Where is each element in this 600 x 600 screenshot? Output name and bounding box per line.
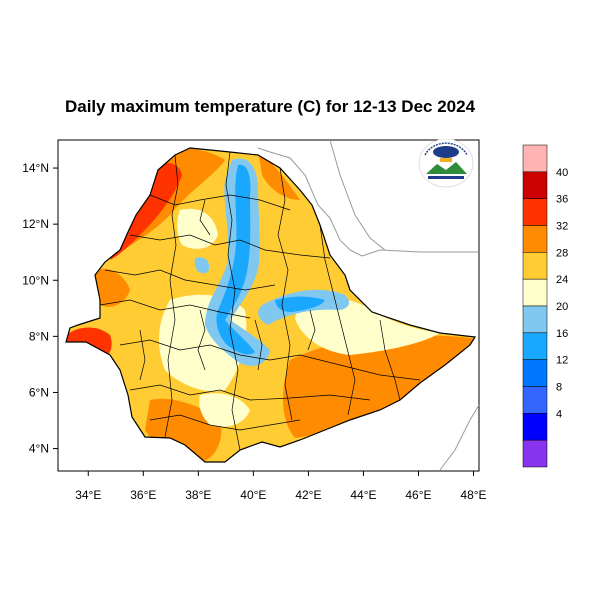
colorbar-swatch — [522, 252, 548, 280]
meteorology-logo — [418, 138, 474, 188]
field-rift-blue — [275, 296, 325, 312]
lat-tick-label: 10°N — [22, 273, 49, 287]
map-title: Daily maximum temperature (C) for 12-13 … — [64, 97, 476, 116]
field-west-orange — [95, 268, 130, 307]
logo-caption-bar — [428, 176, 464, 179]
lat-axis-labels: 14°N 12°N 10°N 8°N 6°N 4°N — [22, 161, 49, 456]
lon-axis-labels: 34°E 36°E 38°E 40°E 42°E 44°E 46°E 48°E — [75, 488, 486, 502]
colorbar-swatch — [522, 171, 548, 199]
lon-tick-label: 44°E — [350, 488, 376, 502]
colorbar-label: 4 — [556, 408, 562, 420]
colorbar-label: 20 — [556, 301, 568, 313]
colorbar-label: 40 — [556, 167, 568, 179]
admin-boundaries — [99, 151, 421, 451]
lon-axis-ticks — [87, 471, 474, 476]
colorbar-swatch — [522, 359, 548, 387]
lon-tick-label: 38°E — [185, 488, 211, 502]
colorbar-swatch — [522, 278, 548, 307]
lon-tick-label: 34°E — [75, 488, 101, 502]
lat-tick-label: 4°N — [29, 442, 49, 456]
colorbar — [522, 144, 548, 468]
field-west-lightblue — [194, 257, 210, 274]
colorbar-label: 28 — [556, 247, 568, 259]
colorbar-label: 8 — [556, 382, 562, 394]
neighbor-coastlines — [257, 139, 480, 471]
colorbar-swatch — [522, 198, 548, 226]
colorbar-swatch — [522, 386, 548, 414]
lat-tick-label: 12°N — [22, 217, 49, 231]
colorbar-label: 36 — [556, 194, 568, 206]
logo-background — [418, 138, 474, 188]
field-east-orange — [283, 335, 475, 438]
lon-tick-label: 42°E — [295, 488, 321, 502]
sun-icon — [440, 158, 452, 162]
cloud-icon — [433, 146, 459, 158]
colorbar-labels: 40 36 32 28 24 20 16 12 8 4 — [556, 167, 568, 421]
mountain-icon — [426, 162, 467, 174]
lat-tick-label: 14°N — [22, 161, 49, 175]
logo-arc — [424, 142, 468, 156]
field-southeast-yellow — [295, 296, 440, 355]
field-northwest-red — [110, 163, 182, 260]
field-central-west-yellow — [177, 208, 218, 249]
colorbar-label: 12 — [556, 355, 568, 367]
colorbar-swatch — [522, 225, 548, 253]
colorbar-label: 32 — [556, 221, 568, 233]
lat-tick-label: 6°N — [29, 385, 49, 399]
colorbar-swatch — [522, 332, 548, 360]
lat-axis-ticks — [53, 167, 58, 450]
lon-tick-label: 36°E — [130, 488, 156, 502]
field-highland-blue — [216, 164, 255, 355]
colorbar-label: 24 — [556, 274, 568, 286]
lat-tick-label: 8°N — [29, 329, 49, 343]
lon-tick-label: 46°E — [405, 488, 431, 502]
colorbar-swatch — [522, 144, 548, 173]
lon-tick-label: 40°E — [240, 488, 266, 502]
field-south-yellow — [199, 393, 250, 427]
colorbar-label: 16 — [556, 328, 568, 340]
field-north-orange — [258, 150, 300, 200]
lon-tick-label: 48°E — [460, 488, 486, 502]
colorbar-swatch — [522, 413, 548, 441]
colorbar-swatch — [522, 305, 548, 334]
colorbar-swatch — [522, 439, 548, 468]
